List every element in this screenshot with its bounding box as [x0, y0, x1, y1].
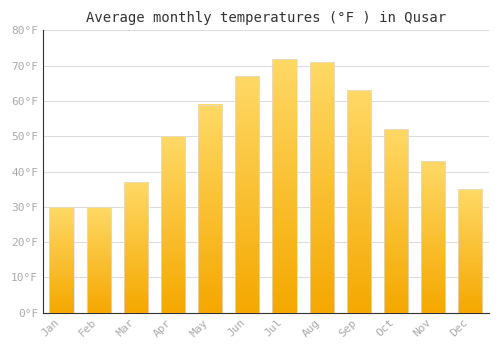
Bar: [236, 76, 260, 313]
Bar: [124, 182, 148, 313]
Title: Average monthly temperatures (°F ) in Qusar: Average monthly temperatures (°F ) in Qu…: [86, 11, 446, 25]
Bar: [310, 62, 334, 313]
Bar: [50, 207, 74, 313]
Bar: [421, 161, 445, 313]
Bar: [86, 207, 111, 313]
Bar: [161, 136, 185, 313]
Bar: [384, 129, 408, 313]
Bar: [458, 189, 482, 313]
Bar: [347, 90, 371, 313]
Bar: [272, 59, 296, 313]
Bar: [198, 105, 222, 313]
